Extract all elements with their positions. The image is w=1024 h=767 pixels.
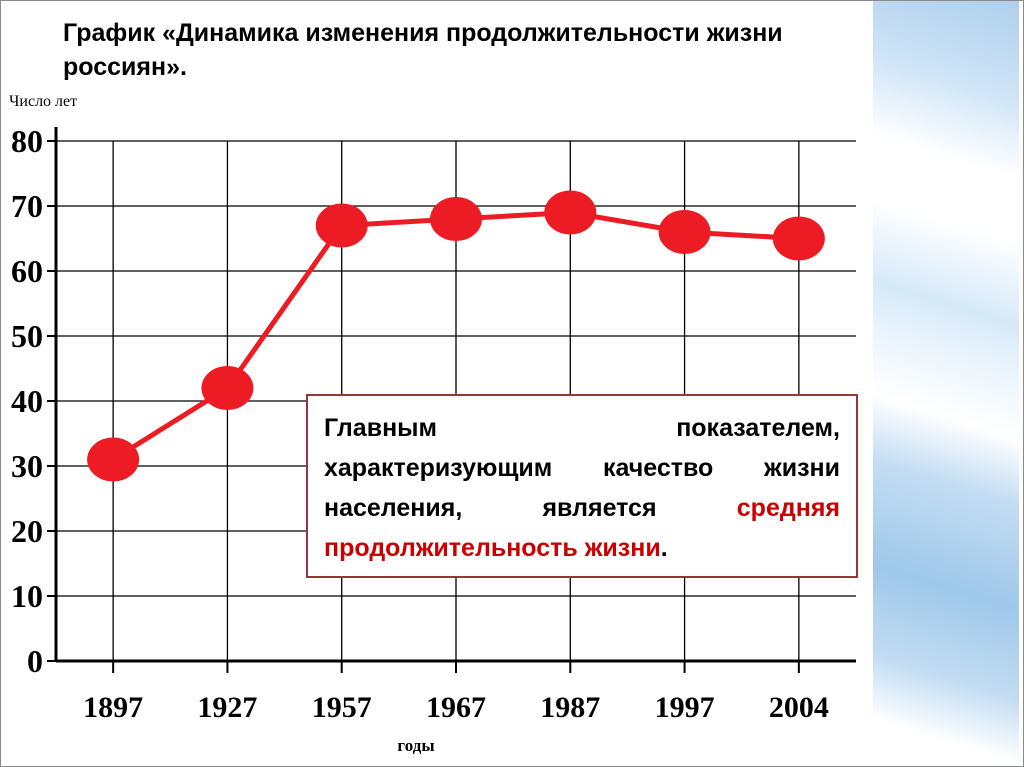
svg-text:2004: 2004 (769, 691, 829, 724)
annotation-text: Главным показателем, характеризующим кач… (324, 414, 840, 522)
svg-text:70: 70 (11, 188, 43, 224)
svg-text:1927: 1927 (197, 691, 257, 724)
svg-text:0: 0 (27, 643, 43, 679)
svg-text:60: 60 (11, 253, 43, 289)
svg-text:30: 30 (11, 448, 43, 484)
decorative-gradient-band (873, 1, 1019, 766)
x-axis-title: годы (397, 736, 435, 755)
annotation-highlight: средняя продолжительность жизни (324, 494, 840, 562)
y-axis-title: Число лет (9, 93, 78, 110)
annotation-box: Главным показателем, характеризующим кач… (306, 394, 858, 578)
svg-text:80: 80 (11, 123, 43, 159)
svg-text:20: 20 (11, 513, 43, 549)
svg-text:10: 10 (11, 578, 43, 614)
svg-text:1997: 1997 (655, 691, 715, 724)
annotation-period: . (660, 534, 668, 562)
svg-text:1967: 1967 (426, 691, 486, 724)
svg-text:1957: 1957 (312, 691, 372, 724)
svg-text:1897: 1897 (83, 691, 143, 724)
svg-text:40: 40 (11, 383, 43, 419)
svg-text:1987: 1987 (540, 691, 600, 724)
slide-title: График «Динамика изменения продолжительн… (63, 19, 783, 81)
svg-text:50: 50 (11, 318, 43, 354)
